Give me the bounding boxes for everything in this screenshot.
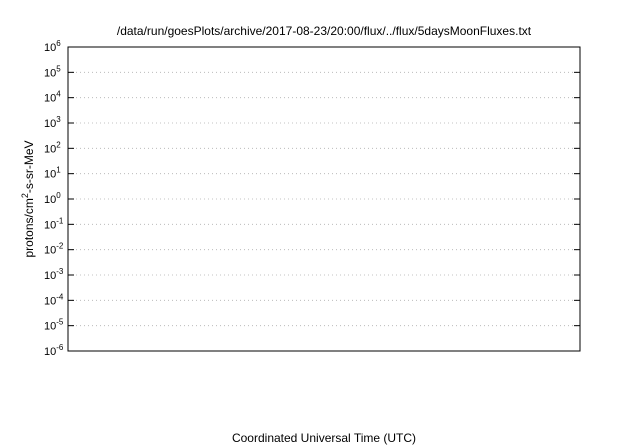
y-tick-label-exponent: 3 bbox=[56, 115, 61, 124]
y-tick-label: 100 bbox=[44, 191, 61, 206]
tick-marks bbox=[68, 46, 580, 352]
plot-frame bbox=[67, 46, 581, 352]
y-axis-label-base: protons/cm bbox=[22, 198, 36, 257]
y-axis-label-sup: 2 bbox=[20, 193, 30, 198]
y-tick-label: 101 bbox=[44, 166, 61, 181]
y-tick-label: 10-3 bbox=[44, 267, 64, 282]
y-tick-label-base: 10 bbox=[44, 42, 56, 54]
y-tick-label-exponent: 0 bbox=[56, 191, 61, 200]
y-tick-label-exponent: -1 bbox=[56, 216, 64, 225]
y-tick-label-base: 10 bbox=[44, 143, 56, 155]
y-tick-label-base: 10 bbox=[44, 118, 56, 130]
y-tick-label: 104 bbox=[44, 90, 61, 105]
y-tick-label-base: 10 bbox=[44, 93, 56, 105]
y-tick-labels: 10610510410310210110010-110-210-310-410-… bbox=[44, 39, 64, 358]
y-tick-label-exponent: -2 bbox=[56, 242, 64, 251]
y-tick-label: 10-1 bbox=[44, 216, 64, 231]
y-tick-label-exponent: 5 bbox=[56, 64, 61, 73]
y-axis-label-rest: -s-sr-MeV bbox=[22, 140, 36, 193]
y-tick-label-base: 10 bbox=[44, 169, 56, 181]
y-tick-label: 10-2 bbox=[44, 242, 64, 257]
y-tick-label-base: 10 bbox=[44, 219, 56, 231]
y-tick-label-base: 10 bbox=[44, 245, 56, 257]
y-tick-label-exponent: 6 bbox=[56, 39, 61, 48]
y-axis-label: protons/cm2-s-sr-MeV bbox=[20, 140, 36, 257]
y-tick-label: 10-5 bbox=[44, 318, 64, 333]
y-tick-label-base: 10 bbox=[44, 67, 56, 79]
y-tick-label-exponent: 1 bbox=[56, 166, 61, 175]
chart-title: /data/run/goesPlots/archive/2017-08-23/2… bbox=[117, 24, 532, 38]
y-tick-label-base: 10 bbox=[44, 295, 56, 307]
y-tick-label: 10-4 bbox=[44, 292, 64, 307]
y-tick-label-base: 10 bbox=[44, 321, 56, 333]
y-tick-label-exponent: 2 bbox=[56, 140, 61, 149]
y-tick-label-exponent: -5 bbox=[56, 318, 64, 327]
y-tick-label-exponent: -4 bbox=[56, 292, 64, 301]
x-axis-label: Coordinated Universal Time (UTC) bbox=[232, 431, 416, 445]
y-tick-label: 102 bbox=[44, 140, 61, 155]
y-tick-label-exponent: 4 bbox=[56, 90, 61, 99]
y-tick-label-exponent: -3 bbox=[56, 267, 64, 276]
grid bbox=[68, 71, 580, 327]
y-tick-label: 103 bbox=[44, 115, 61, 130]
y-tick-label-base: 10 bbox=[44, 270, 56, 282]
y-tick-label-base: 10 bbox=[44, 346, 56, 358]
y-tick-label: 105 bbox=[44, 64, 61, 79]
y-tick-label: 106 bbox=[44, 39, 61, 54]
y-tick-label-exponent: -6 bbox=[56, 343, 64, 352]
y-tick-label-base: 10 bbox=[44, 194, 56, 206]
y-tick-label: 10-6 bbox=[44, 343, 64, 358]
